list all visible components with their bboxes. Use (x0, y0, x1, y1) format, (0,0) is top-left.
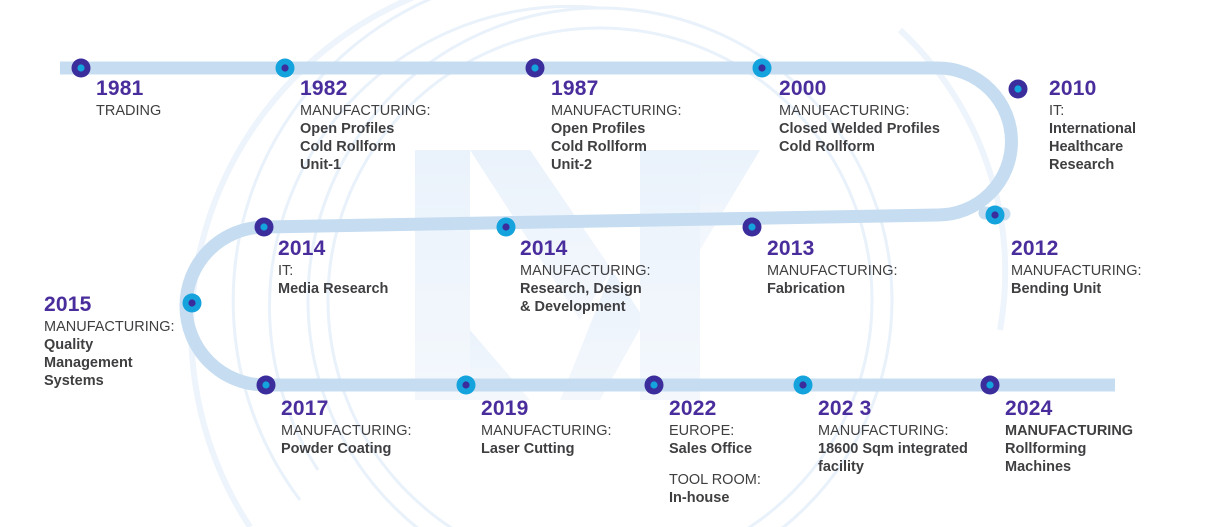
entry-year: 2024 (1005, 397, 1053, 420)
entry-line: Research (1049, 157, 1115, 173)
entry-line: MANUFACTURING: (818, 423, 949, 439)
entry-line: Rollforming (1005, 441, 1087, 457)
entry-line: Fabrication (767, 281, 846, 297)
entry-line: MANUFACTURING: (44, 319, 175, 335)
entry-year: 2014 (520, 237, 568, 260)
entry-line: Laser Cutting (481, 441, 575, 457)
entry-line: International (1049, 121, 1137, 137)
entry-line: Media Research (278, 281, 389, 297)
entry-line: MANUFACTURING: (300, 103, 431, 119)
entry-line: Unit-1 (300, 157, 342, 173)
entry-line: Systems (44, 373, 104, 389)
entry-line: Cold Rollform (779, 139, 875, 155)
entry-line: In-house (669, 490, 730, 506)
timeline-dot-2024-inner (986, 381, 994, 389)
entry-year: 2022 (669, 397, 717, 420)
entry-line: Management (44, 355, 133, 371)
entry-year: 1987 (551, 77, 599, 100)
timeline-entry-2022-r2[interactable]: 2022 EUROPE: Sales Office TOOL ROOM: In-hous… (669, 396, 761, 507)
watermark-mark (415, 150, 760, 400)
timeline-dot-1987-inner (531, 64, 539, 72)
timeline-entry-2014-r1[interactable]: 2014 MANUFACTURING: Research, Design & Deve… (520, 236, 651, 316)
entry-line: Cold Rollform (551, 139, 647, 155)
entry-line: MANUFACTURING: (779, 103, 910, 119)
timeline-entry-2010-r0[interactable]: 2010 IT: International Healthcare Research (1049, 76, 1136, 174)
timeline-entry-2013-r1[interactable]: 2013 MANUFACTURING: Fabrication (767, 236, 898, 298)
entry-line: MANUFACTURING: (551, 103, 682, 119)
entry-line: TRADING (96, 103, 162, 119)
entry-year: 2019 (481, 397, 529, 420)
timeline-entry-2000-r0[interactable]: 2000 MANUFACTURING: Closed Welded Profiles… (779, 76, 940, 156)
entry-year: 1981 (96, 77, 144, 100)
entry-line: Cold Rollform (300, 139, 396, 155)
timeline-dot-1982-inner (281, 64, 289, 72)
entry-year: 2014 (278, 237, 326, 260)
timeline-entry-2019-r2[interactable]: 2019 MANUFACTURING: Laser Cutting (481, 396, 612, 458)
timeline-entry-2015-r1[interactable]: 2015 MANUFACTURING: Quality Management Syste… (44, 292, 175, 390)
timeline-entry-2012-r1[interactable]: 2012 MANUFACTURING: Bending Unit (1011, 236, 1142, 298)
entry-line: IT: (278, 263, 294, 279)
timeline-entry-1981-r0[interactable]: 1981 TRADING (96, 76, 161, 120)
entry-line: IT: (1049, 103, 1065, 119)
timeline-dot-1981-inner (77, 64, 85, 72)
timeline-dot-2015-inner (188, 299, 196, 307)
entry-year: 2015 (44, 293, 92, 316)
entry-line: facility (818, 459, 864, 475)
entry-line: Closed Welded Profiles (779, 121, 940, 137)
entry-year: 2017 (281, 397, 329, 420)
timeline-dot-2010-inner (1014, 85, 1022, 93)
entry-line: MANUFACTURING: (767, 263, 898, 279)
entry-line: Open Profiles (300, 121, 395, 137)
entry-year: 2013 (767, 237, 815, 260)
timeline-entry-2023-r2[interactable]: 202 3 MANUFACTURING: 18600 Sqm integrated f… (818, 396, 968, 476)
track-curve-right (937, 61, 1018, 222)
timeline-entry-1987-r0[interactable]: 1987 MANUFACTURING: Open Profiles Cold Roll… (551, 76, 682, 174)
entry-line: Unit-2 (551, 157, 593, 173)
timeline-dot-2013-inner (748, 223, 756, 231)
entry-line: 18600 Sqm integrated (818, 441, 968, 457)
entry-line: & Development (520, 299, 626, 315)
timeline-dot-2000-inner (758, 64, 766, 72)
entry-line: Quality (44, 337, 94, 353)
entry-line: Machines (1005, 459, 1072, 475)
entry-line: Healthcare (1049, 139, 1124, 155)
entry-line: EUROPE: (669, 423, 735, 439)
timeline-dot-2012-inner (991, 211, 999, 219)
timeline-entry-2024-r2[interactable]: 2024 MANUFACTURING Rollforming Machines (1005, 396, 1133, 476)
timeline-dot-2017-inner (262, 381, 270, 389)
timeline-dot-2022-inner (650, 381, 658, 389)
entry-line: Sales Office (669, 441, 753, 457)
entry-line: Bending Unit (1011, 281, 1102, 297)
entry-line: Open Profiles (551, 121, 646, 137)
entry-year: 202 3 (818, 397, 872, 420)
entry-year: 1982 (300, 77, 348, 100)
entry-year: 2000 (779, 77, 827, 100)
entry-line: MANUFACTURING (1005, 423, 1134, 439)
entry-line: Powder Coating (281, 441, 392, 457)
timeline-entry-2017-r2[interactable]: 2017 MANUFACTURING: Powder Coating (281, 396, 412, 458)
track-segment-row2 (264, 208, 939, 234)
timeline-dot-2014-inner (260, 223, 268, 231)
entry-line: MANUFACTURING: (520, 263, 651, 279)
timeline-entry-2014-r1[interactable]: 2014 IT: Media Research (278, 236, 388, 298)
entry-line: MANUFACTURING: (281, 423, 412, 439)
timeline-dot-2014-inner (502, 223, 510, 231)
entry-line: Research, Design (520, 281, 642, 297)
entry-line: MANUFACTURING: (1011, 263, 1142, 279)
entry-line: TOOL ROOM: (669, 472, 761, 488)
timeline-entry-1982-r0[interactable]: 1982 MANUFACTURING: Open Profiles Cold Roll… (300, 76, 431, 174)
entry-line: MANUFACTURING: (481, 423, 612, 439)
entry-year: 2012 (1011, 237, 1059, 260)
entry-year: 2010 (1049, 77, 1097, 100)
timeline-dot-2019-inner (462, 381, 470, 389)
timeline-dot-2023-inner (799, 381, 807, 389)
